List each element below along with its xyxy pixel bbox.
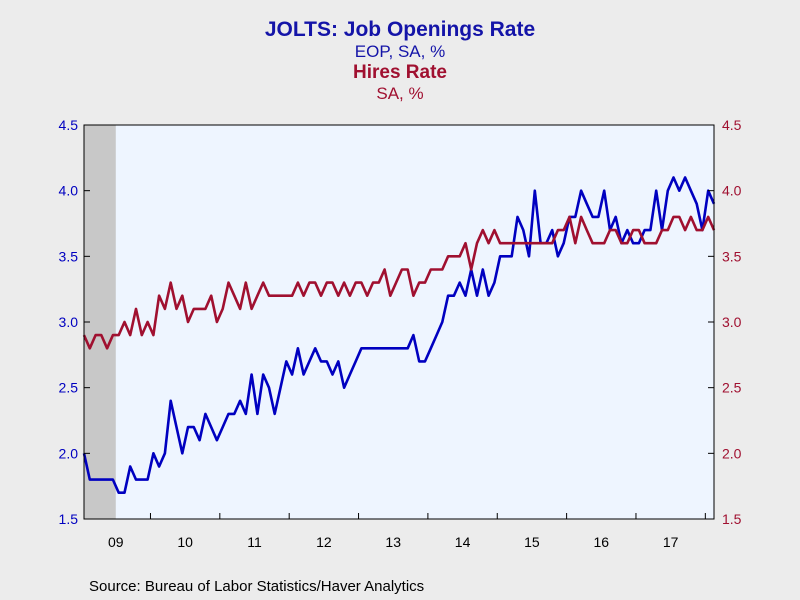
- y2-tick-label: 3.0: [722, 314, 742, 330]
- y-tick-label: 1.5: [59, 511, 79, 527]
- x-tick-label: 14: [455, 534, 471, 550]
- chart-subtitle-secondary: SA, %: [376, 84, 424, 103]
- y2-tick-label: 4.0: [722, 183, 742, 199]
- x-tick-label: 09: [108, 534, 124, 550]
- x-tick-label: 16: [594, 534, 610, 550]
- x-tick-label: 15: [524, 534, 540, 550]
- series-line-hires: [82, 215, 716, 350]
- y2-tick-label: 4.5: [722, 117, 742, 133]
- source-note: Source: Bureau of Labor Statistics/Haver…: [89, 578, 425, 595]
- x-tick-label: 11: [247, 534, 262, 550]
- y2-tick-label: 2.0: [722, 445, 742, 461]
- y2-tick-label: 3.5: [722, 248, 742, 264]
- y-tick-label: 4.5: [59, 117, 79, 133]
- x-tick-label: 12: [316, 534, 332, 550]
- y-tick-label: 3.5: [59, 248, 79, 264]
- x-tick-label: 17: [663, 534, 679, 550]
- chart-title-block: JOLTS: Job Openings Rate EOP, SA, % Hire…: [0, 18, 800, 103]
- series-line-job-openings: [82, 176, 716, 495]
- chart-subtitle: EOP, SA, %: [354, 42, 446, 61]
- y-tick-label: 2.0: [59, 445, 79, 461]
- y2-tick-label: 2.5: [722, 380, 742, 396]
- y-tick-label: 3.0: [59, 314, 79, 330]
- y2-tick-label: 1.5: [722, 511, 742, 527]
- plot-area: [84, 125, 714, 519]
- y-tick-label: 4.0: [59, 183, 79, 199]
- chart-title-secondary: Hires Rate: [353, 62, 447, 83]
- chart-title: JOLTS: Job Openings Rate: [264, 18, 536, 41]
- x-tick-label: 10: [177, 534, 193, 550]
- y-tick-label: 2.5: [59, 380, 79, 396]
- x-tick-label: 13: [385, 534, 401, 550]
